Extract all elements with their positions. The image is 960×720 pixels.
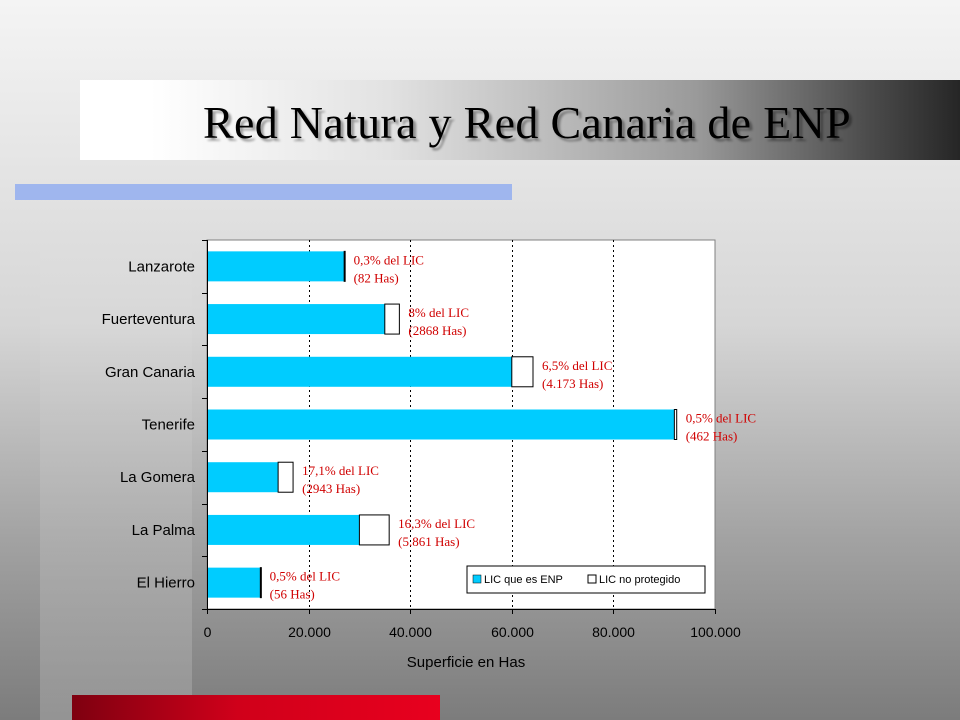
annotation-hectares: (462 Has) [686, 429, 738, 444]
bar-unprotected [384, 303, 400, 335]
top-accent-bar [15, 184, 512, 200]
x-tick-label: 0 [204, 624, 212, 640]
x-tick-label: 100.000 [690, 624, 741, 640]
bar-enp [208, 251, 345, 282]
legend-swatch-enp [472, 574, 482, 584]
category-label: Lanzarote [128, 258, 195, 275]
x-axis-title: Superficie en Has [407, 654, 525, 671]
annotation-hectares: (5.861 Has) [398, 534, 459, 549]
annotation-hectares: (56 Has) [270, 587, 315, 602]
bar-unprotected [358, 514, 390, 546]
x-tick-label: 80.000 [592, 624, 635, 640]
x-tick-label: 60.000 [491, 624, 534, 640]
annotation-percent: 0,3% del LIC [354, 252, 424, 267]
category-label: Fuerteventura [102, 311, 196, 328]
bar-enp [208, 567, 261, 598]
bar-unprotected [511, 356, 534, 388]
bar-unprotected [277, 461, 294, 493]
left-background-band [40, 210, 192, 720]
bar-unprotected [259, 567, 262, 599]
category-label: La Palma [132, 522, 196, 539]
legend-box [466, 565, 706, 594]
category-label: Tenerife [142, 417, 195, 434]
category-label: El Hierro [137, 575, 195, 592]
slide-title: Red Natura y Red Canaria de ENP [203, 97, 851, 148]
bottom-accent-bar [72, 695, 440, 720]
annotation-percent: 17,1% del LIC [302, 463, 379, 478]
annotation-percent: 0,5% del LIC [270, 569, 340, 584]
x-tick-label: 40.000 [389, 624, 432, 640]
category-label: La Gomera [120, 469, 196, 486]
annotation-hectares: (2943 Has) [302, 481, 360, 496]
x-tick-label: 20.000 [288, 624, 331, 640]
annotation-hectares: (82 Has) [354, 270, 399, 285]
bar-unprotected [673, 409, 678, 440]
annotation-hectares: (2868 Has) [408, 323, 466, 338]
annotation-percent: 0,5% del LIC [686, 411, 756, 426]
category-label: Gran Canaria [105, 364, 196, 381]
legend-label-enp: LIC que es ENP [484, 574, 563, 586]
annotation-percent: 8% del LIC [408, 305, 469, 320]
legend-label-unprotected: LIC no protegido [599, 574, 680, 586]
bar-enp [208, 514, 360, 545]
title-banner [80, 80, 960, 160]
bar-unprotected [343, 250, 346, 282]
bar-enp [208, 304, 385, 335]
annotation-percent: 16,3% del LIC [398, 516, 475, 531]
bar-enp [208, 356, 512, 387]
bar-enp [208, 409, 675, 440]
legend-swatch-unprotected [587, 574, 597, 584]
annotation-hectares: (4.173 Has) [542, 376, 603, 391]
bar-enp [208, 462, 279, 493]
annotation-percent: 6,5% del LIC [542, 358, 612, 373]
